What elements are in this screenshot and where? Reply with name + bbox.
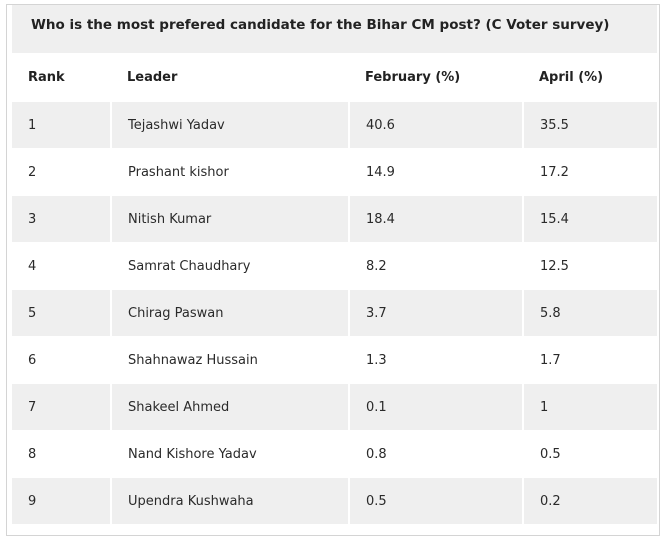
cell-leader: Samrat Chaudhary bbox=[110, 242, 349, 290]
table-row: 9 Upendra Kushwaha 0.5 0.2 bbox=[12, 477, 657, 525]
cell-leader: Prashant kishor bbox=[110, 148, 349, 196]
cell-april: 1 bbox=[522, 383, 657, 431]
table-title: Who is the most prefered candidate for t… bbox=[31, 17, 610, 33]
cell-rank: 2 bbox=[12, 148, 111, 196]
cell-rank: 4 bbox=[12, 242, 111, 290]
cell-february: 3.7 bbox=[348, 289, 523, 337]
cell-february: 18.4 bbox=[348, 195, 523, 243]
header-april: April (%) bbox=[523, 53, 657, 102]
cell-leader: Nand Kishore Yadav bbox=[110, 430, 349, 478]
cell-rank: 1 bbox=[12, 101, 111, 149]
cell-april: 15.4 bbox=[522, 195, 657, 243]
cell-leader: Shahnawaz Hussain bbox=[110, 336, 349, 384]
cell-february: 8.2 bbox=[348, 242, 523, 290]
cell-april: 5.8 bbox=[522, 289, 657, 337]
cell-rank: 3 bbox=[12, 195, 111, 243]
cell-leader: Nitish Kumar bbox=[110, 195, 349, 243]
table-row: 6 Shahnawaz Hussain 1.3 1.7 bbox=[12, 336, 657, 384]
cell-leader: Upendra Kushwaha bbox=[110, 477, 349, 525]
cell-leader: Tejashwi Yadav bbox=[110, 101, 349, 149]
header-rank: Rank bbox=[12, 53, 111, 102]
cell-february: 1.3 bbox=[348, 336, 523, 384]
cell-rank: 9 bbox=[12, 477, 111, 525]
cell-april: 35.5 bbox=[522, 101, 657, 149]
cell-february: 0.5 bbox=[348, 477, 523, 525]
cell-february: 40.6 bbox=[348, 101, 523, 149]
table-row: 3 Nitish Kumar 18.4 15.4 bbox=[12, 195, 657, 243]
header-row: Rank Leader February (%) April (%) bbox=[12, 53, 657, 102]
table-row: 8 Nand Kishore Yadav 0.8 0.5 bbox=[12, 430, 657, 478]
cell-rank: 7 bbox=[12, 383, 111, 431]
table-caption: Who is the most prefered candidate for t… bbox=[12, 5, 657, 53]
table-row: 4 Samrat Chaudhary 8.2 12.5 bbox=[12, 242, 657, 290]
cell-april: 0.2 bbox=[522, 477, 657, 525]
cell-april: 0.5 bbox=[522, 430, 657, 478]
table-row: 1 Tejashwi Yadav 40.6 35.5 bbox=[12, 101, 657, 149]
cell-leader: Chirag Paswan bbox=[110, 289, 349, 337]
cell-february: 14.9 bbox=[348, 148, 523, 196]
cell-february: 0.1 bbox=[348, 383, 523, 431]
cell-rank: 8 bbox=[12, 430, 111, 478]
cell-rank: 6 bbox=[12, 336, 111, 384]
cell-rank: 5 bbox=[12, 289, 111, 337]
table-row: 5 Chirag Paswan 3.7 5.8 bbox=[12, 289, 657, 337]
cell-february: 0.8 bbox=[348, 430, 523, 478]
cell-april: 1.7 bbox=[522, 336, 657, 384]
header-february: February (%) bbox=[349, 53, 523, 102]
cell-april: 12.5 bbox=[522, 242, 657, 290]
cell-april: 17.2 bbox=[522, 148, 657, 196]
survey-table: Rank Leader February (%) April (%) 1 Tej… bbox=[12, 53, 657, 525]
table-row: 2 Prashant kishor 14.9 17.2 bbox=[12, 148, 657, 196]
header-leader: Leader bbox=[111, 53, 349, 102]
table-row: 7 Shakeel Ahmed 0.1 1 bbox=[12, 383, 657, 431]
cell-leader: Shakeel Ahmed bbox=[110, 383, 349, 431]
